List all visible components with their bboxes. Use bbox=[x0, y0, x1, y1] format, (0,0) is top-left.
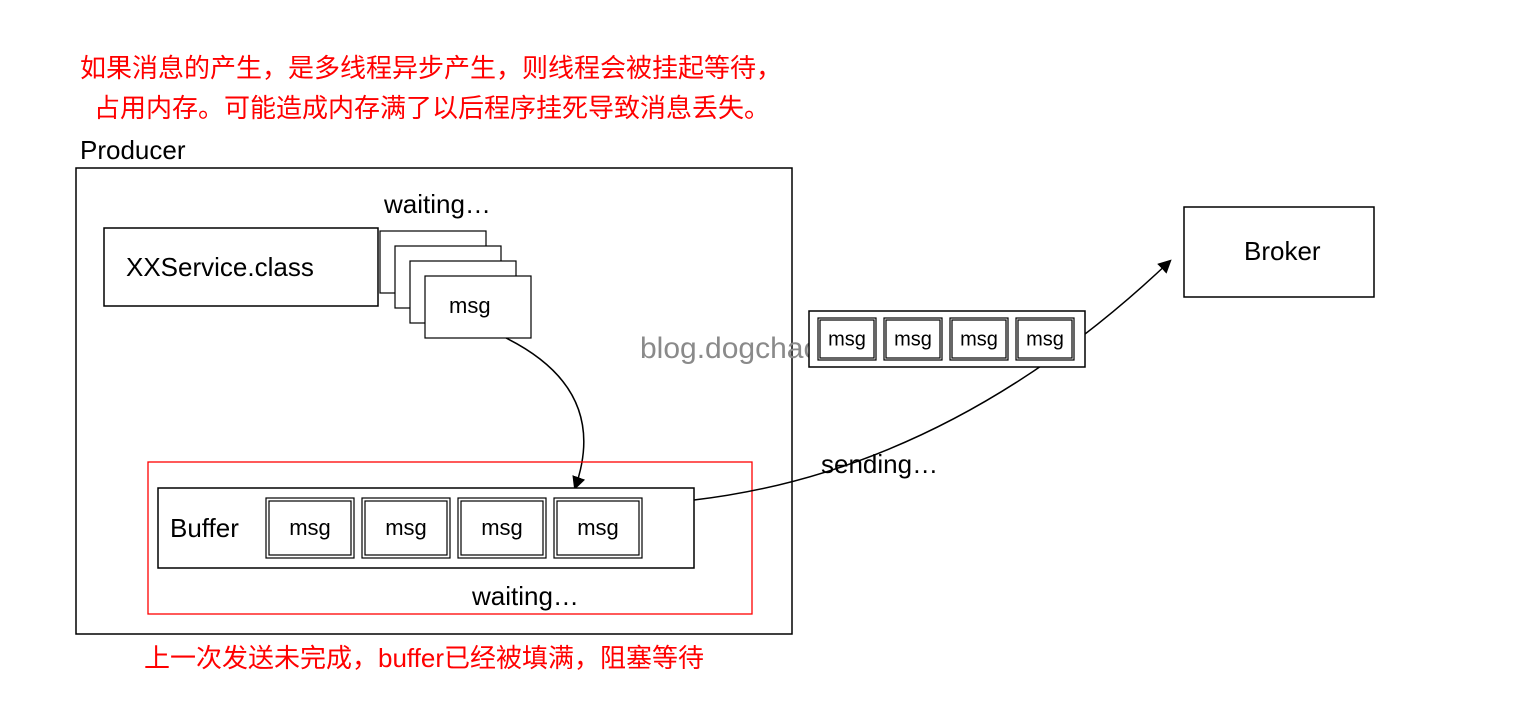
producer-label: Producer bbox=[80, 135, 186, 165]
buffer-label: Buffer bbox=[170, 513, 239, 543]
waiting-bottom-label: waiting… bbox=[471, 581, 579, 611]
msg-stack-label: msg bbox=[449, 293, 491, 318]
buffer-msg-label: msg bbox=[481, 515, 523, 540]
arrow-msg-to-buffer bbox=[506, 338, 584, 488]
sending-msg-label: msg bbox=[960, 328, 998, 350]
sending-msg-label: msg bbox=[1026, 328, 1064, 350]
buffer-msg-label: msg bbox=[577, 515, 619, 540]
service-label: XXService.class bbox=[126, 252, 314, 282]
sending-msg-label: msg bbox=[894, 328, 932, 350]
buffer-msg-label: msg bbox=[289, 515, 331, 540]
caption-top-line1: 如果消息的产生，是多线程异步产生，则线程会被挂起等待， bbox=[80, 53, 782, 83]
broker-label: Broker bbox=[1244, 236, 1321, 266]
caption-bottom: 上一次发送未完成，buffer已经被填满，阻塞等待 bbox=[144, 643, 704, 673]
sending-msg-label: msg bbox=[828, 328, 866, 350]
buffer-msg-label: msg bbox=[385, 515, 427, 540]
caption-top-line2: 占用内存。可能造成内存满了以后程序挂死导致消息丢失。 bbox=[94, 93, 770, 123]
waiting-top-label: waiting… bbox=[383, 189, 491, 219]
sending-label: sending… bbox=[821, 449, 938, 479]
